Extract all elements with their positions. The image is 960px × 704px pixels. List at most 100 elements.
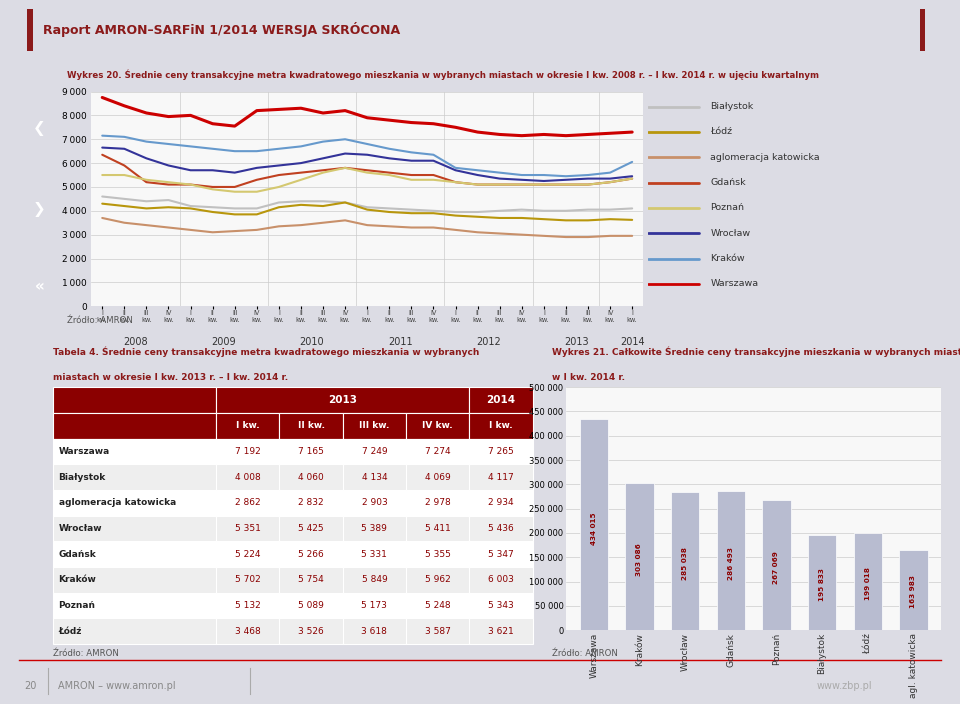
- Bar: [343, 490, 406, 515]
- Bar: [279, 541, 343, 567]
- Bar: [279, 413, 343, 439]
- Text: 2013: 2013: [328, 395, 357, 405]
- Bar: [406, 465, 469, 490]
- Bar: [53, 387, 216, 413]
- Text: 163 983: 163 983: [910, 575, 917, 608]
- Bar: [216, 541, 279, 567]
- Bar: [853, 534, 882, 630]
- Text: II kw.: II kw.: [298, 421, 324, 430]
- Bar: [469, 413, 533, 439]
- Bar: [469, 490, 533, 515]
- Bar: [27, 9, 33, 51]
- Text: 7 274: 7 274: [425, 447, 450, 456]
- Text: Poznań: Poznań: [710, 203, 744, 213]
- Bar: [343, 439, 406, 465]
- Text: Źródło: AMRON: Źródło: AMRON: [67, 316, 133, 325]
- Bar: [216, 490, 279, 515]
- Text: 267 069: 267 069: [774, 551, 780, 584]
- Text: 3 621: 3 621: [489, 627, 514, 636]
- Text: AMRON – www.amron.pl: AMRON – www.amron.pl: [58, 681, 176, 691]
- Text: Białystok: Białystok: [59, 472, 106, 482]
- Text: 2009: 2009: [211, 337, 236, 347]
- Text: 2010: 2010: [300, 337, 324, 347]
- Text: 199 018: 199 018: [865, 567, 871, 600]
- Text: aglomeracja katowicka: aglomeracja katowicka: [710, 153, 820, 162]
- Text: Gdańsk: Gdańsk: [59, 550, 96, 559]
- Text: 5 754: 5 754: [299, 575, 324, 584]
- Text: 5 411: 5 411: [425, 524, 450, 533]
- Text: 4 060: 4 060: [299, 472, 324, 482]
- Text: Łódź: Łódź: [710, 127, 732, 137]
- Bar: [625, 483, 654, 630]
- Text: miastach w okresie I kw. 2013 r. – I kw. 2014 r.: miastach w okresie I kw. 2013 r. – I kw.…: [53, 373, 288, 382]
- Text: 5 849: 5 849: [362, 575, 387, 584]
- Text: 5 347: 5 347: [489, 550, 514, 559]
- Text: 7 265: 7 265: [489, 447, 514, 456]
- Bar: [469, 541, 533, 567]
- Text: 7 192: 7 192: [235, 447, 260, 456]
- Bar: [406, 439, 469, 465]
- Bar: [469, 618, 533, 644]
- Bar: [406, 490, 469, 515]
- Bar: [53, 618, 216, 644]
- Text: 5 248: 5 248: [425, 601, 450, 610]
- Text: Gdańsk: Gdańsk: [710, 178, 746, 187]
- Bar: [406, 413, 469, 439]
- Text: 4 008: 4 008: [235, 472, 260, 482]
- Text: Wykres 21. Całkowite Średnie ceny transakcyjne mieszkania w wybranych miastach: Wykres 21. Całkowite Średnie ceny transa…: [552, 346, 960, 357]
- Text: 2 978: 2 978: [425, 498, 450, 508]
- Text: 434 015: 434 015: [590, 513, 597, 545]
- Bar: [671, 491, 699, 630]
- Text: Poznań: Poznań: [59, 601, 96, 610]
- Bar: [216, 387, 469, 413]
- Bar: [469, 593, 533, 618]
- Bar: [279, 490, 343, 515]
- Bar: [469, 465, 533, 490]
- Bar: [216, 465, 279, 490]
- Bar: [279, 593, 343, 618]
- Text: 5 962: 5 962: [425, 575, 450, 584]
- Text: 285 038: 285 038: [683, 547, 688, 580]
- Text: 4 069: 4 069: [425, 472, 450, 482]
- Text: 2014: 2014: [487, 395, 516, 405]
- Bar: [343, 515, 406, 541]
- Bar: [406, 593, 469, 618]
- Text: Warszawa: Warszawa: [710, 279, 758, 289]
- Bar: [343, 413, 406, 439]
- Text: 5 173: 5 173: [362, 601, 387, 610]
- Bar: [279, 439, 343, 465]
- Text: III kw.: III kw.: [359, 421, 390, 430]
- Text: Raport AMRON–SARFiN 1/2014 WERSJA SKRÓCONA: Raport AMRON–SARFiN 1/2014 WERSJA SKRÓCO…: [43, 23, 400, 37]
- Bar: [279, 618, 343, 644]
- Text: 7 165: 7 165: [299, 447, 324, 456]
- Text: Kraków: Kraków: [710, 254, 745, 263]
- Text: 3 587: 3 587: [425, 627, 450, 636]
- Bar: [216, 593, 279, 618]
- Text: Wrocław: Wrocław: [710, 229, 751, 238]
- Text: 2 934: 2 934: [489, 498, 514, 508]
- Bar: [900, 551, 927, 630]
- Text: 7 249: 7 249: [362, 447, 387, 456]
- Bar: [279, 465, 343, 490]
- Text: Łódź: Łódź: [59, 627, 82, 636]
- Bar: [53, 490, 216, 515]
- Bar: [343, 465, 406, 490]
- Bar: [406, 567, 469, 593]
- Text: 286 493: 286 493: [728, 547, 733, 579]
- Text: 5 331: 5 331: [362, 550, 387, 559]
- Bar: [53, 593, 216, 618]
- Text: 5 425: 5 425: [299, 524, 324, 533]
- Bar: [216, 413, 279, 439]
- Text: w I kw. 2014 r.: w I kw. 2014 r.: [552, 373, 625, 382]
- Text: 6 003: 6 003: [489, 575, 514, 584]
- Text: 4 117: 4 117: [489, 472, 514, 482]
- Text: I kw.: I kw.: [236, 421, 259, 430]
- Bar: [279, 515, 343, 541]
- Bar: [406, 515, 469, 541]
- Bar: [343, 618, 406, 644]
- Text: 5 132: 5 132: [235, 601, 260, 610]
- Bar: [716, 491, 745, 630]
- Text: Białystok: Białystok: [710, 102, 754, 111]
- Bar: [406, 541, 469, 567]
- Bar: [343, 541, 406, 567]
